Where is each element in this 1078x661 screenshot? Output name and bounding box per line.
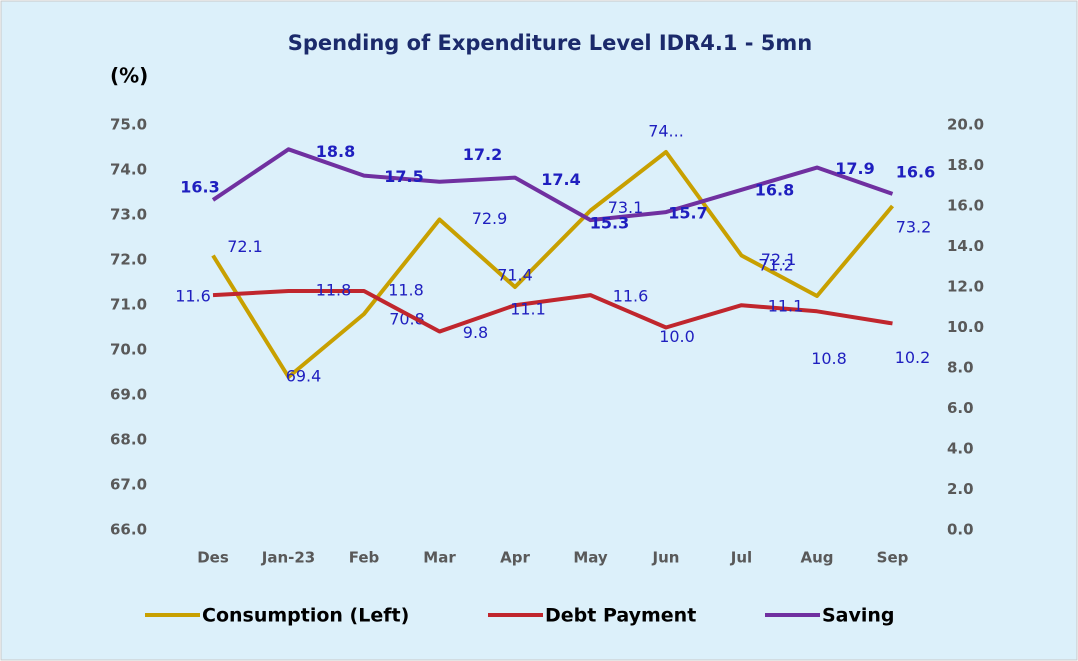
legend-label: Saving (822, 605, 895, 627)
data-label: 11.1 (510, 300, 546, 319)
x-tick-label: Aug (800, 549, 833, 567)
data-label: 72.9 (472, 209, 508, 228)
y-tick-label: 67.0 (110, 476, 147, 494)
y2-tick-label: 6.0 (947, 399, 974, 417)
data-label: 72.1 (761, 250, 797, 269)
data-label: 10.0 (659, 327, 695, 346)
y2-tick-label: 2.0 (947, 480, 974, 498)
data-label: 11.6 (613, 287, 649, 306)
data-label: 73.2 (896, 218, 932, 237)
y-tick-label: 71.0 (110, 296, 147, 314)
data-label: 18.8 (316, 142, 355, 161)
legend-label: Debt Payment (545, 605, 696, 627)
data-label: 11.6 (175, 287, 211, 306)
data-label: 16.6 (896, 162, 935, 181)
y-tick-label: 72.0 (110, 251, 147, 269)
y-tick-label: 75.0 (110, 116, 147, 134)
x-tick-label: Jun (652, 549, 680, 567)
y-tick-label: 66.0 (110, 521, 147, 539)
data-label: 17.5 (384, 167, 423, 186)
x-tick-label: Jul (730, 549, 752, 567)
y2-tick-label: 20.0 (947, 116, 984, 134)
data-label: 16.8 (755, 180, 794, 199)
data-label: 10.8 (811, 349, 847, 368)
legend-label: Consumption (Left) (202, 605, 409, 627)
y-tick-label: 73.0 (110, 206, 147, 224)
data-label: 11.8 (316, 281, 352, 300)
series-line (211, 150, 895, 379)
y2-tick-label: 14.0 (947, 237, 984, 255)
x-tick-label: Apr (500, 549, 530, 567)
y2-tick-label: 12.0 (947, 278, 984, 296)
data-label: 72.1 (227, 237, 263, 256)
data-label: 11.8 (388, 281, 424, 300)
x-tick-label: Feb (349, 549, 380, 567)
data-label: 17.9 (835, 159, 874, 178)
series-line (212, 289, 893, 334)
x-tick-label: May (573, 549, 608, 567)
data-label: 71.4 (497, 266, 533, 285)
y-axis-label: (%) (110, 64, 148, 88)
data-label: 17.2 (463, 145, 502, 164)
data-label: 71.2 (758, 256, 794, 275)
x-tick-label: Jan-23 (261, 549, 315, 567)
y-tick-label: 68.0 (110, 431, 147, 449)
data-label: 70.8 (389, 310, 425, 329)
series-line (211, 147, 894, 223)
y-tick-label: 70.0 (110, 341, 147, 359)
y-tick-label: 74.0 (110, 161, 147, 179)
data-label: 73.1 (608, 198, 644, 217)
x-tick-label: Sep (877, 549, 909, 567)
y2-tick-label: 16.0 (947, 197, 984, 215)
data-label: 10.2 (895, 348, 931, 367)
x-tick-label: Des (197, 549, 229, 567)
data-label: 69.4 (286, 367, 322, 386)
x-tick-label: Mar (423, 549, 456, 567)
y2-tick-label: 18.0 (947, 156, 984, 174)
y2-tick-label: 10.0 (947, 318, 984, 336)
y2-tick-label: 8.0 (947, 359, 974, 377)
data-label: 9.8 (463, 323, 488, 342)
data-label: 17.4 (541, 170, 580, 189)
data-label: 11.1 (768, 297, 804, 316)
y2-tick-label: 4.0 (947, 440, 974, 458)
data-label: 74... (648, 122, 684, 141)
y-tick-label: 69.0 (110, 386, 147, 404)
chart-title: Spending of Expenditure Level IDR4.1 - 5… (288, 31, 812, 55)
y2-tick-label: 0.0 (947, 521, 974, 539)
data-label: 15.3 (590, 214, 629, 233)
data-label: 15.7 (668, 204, 707, 223)
data-label: 16.3 (180, 177, 219, 196)
